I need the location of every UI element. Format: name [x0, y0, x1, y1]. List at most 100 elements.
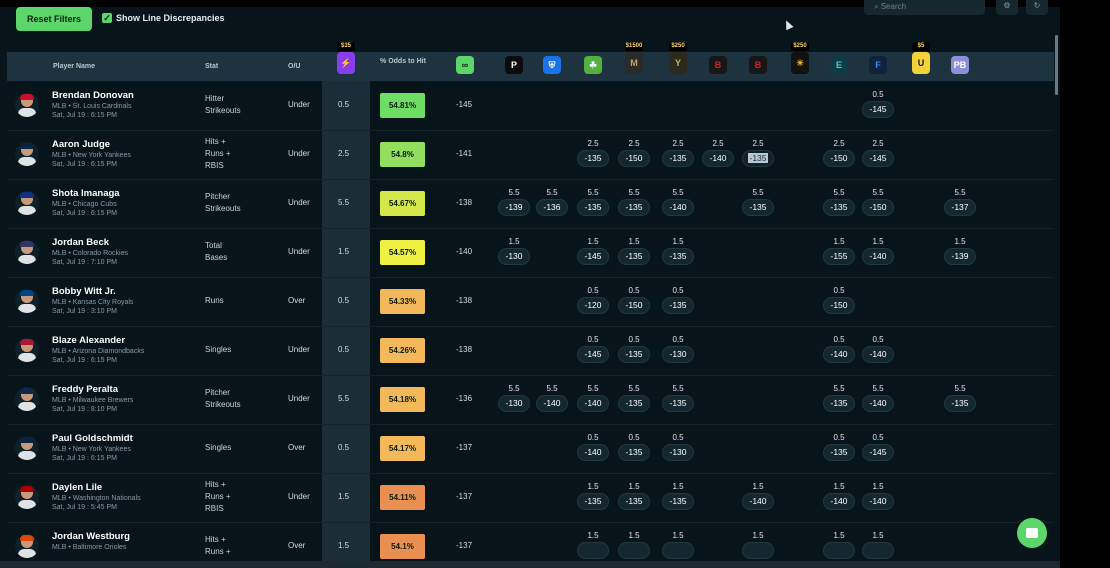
book-odds-cell[interactable]: 5.5 -150: [862, 187, 894, 216]
book-price[interactable]: -135: [618, 346, 650, 363]
caesars-icon[interactable]: Y: [669, 52, 687, 74]
book-odds-cell[interactable]: 2.5 -150: [823, 138, 855, 167]
book-price[interactable]: [662, 542, 694, 559]
book-odds-cell[interactable]: 2.5 -140: [702, 138, 734, 167]
player-name[interactable]: Brendan Donovan: [52, 90, 134, 101]
table-row[interactable]: Jordan Westburg MLB • Baltimore Orioles Hi…: [7, 522, 1054, 568]
book-price[interactable]: -140: [862, 493, 894, 510]
book-price[interactable]: -130: [662, 346, 694, 363]
book-odds-cell[interactable]: 1.5: [618, 530, 650, 559]
book-price[interactable]: -140: [577, 395, 609, 412]
book-price[interactable]: -135: [742, 150, 774, 167]
book-odds-cell[interactable]: 1.5 -145: [577, 236, 609, 265]
book-price[interactable]: -140: [742, 493, 774, 510]
fanduel-icon[interactable]: ⛨: [543, 56, 561, 74]
reset-filters-button[interactable]: Reset Filters: [16, 7, 92, 31]
refresh-icon[interactable]: ↻: [1026, 0, 1048, 15]
col-ou[interactable]: O/U: [288, 63, 301, 70]
book-odds-cell[interactable]: 1.5 -140: [862, 481, 894, 510]
book-odds-cell[interactable]: 2.5 -135: [662, 138, 694, 167]
book-price[interactable]: [742, 542, 774, 559]
book-odds-cell[interactable]: 1.5 -139: [944, 236, 976, 265]
player-name[interactable]: Jordan Westburg: [52, 531, 130, 542]
book-odds-cell[interactable]: 0.5 -130: [662, 432, 694, 461]
table-row[interactable]: Shota Imanaga MLB • Chicago Cubs Sat, Jul …: [7, 179, 1054, 229]
book-odds-cell[interactable]: 1.5 -140: [742, 481, 774, 510]
book-odds-cell[interactable]: 0.5 -140: [862, 334, 894, 363]
draftkings-icon[interactable]: ☘: [584, 56, 602, 74]
book-odds-cell[interactable]: 5.5 -140: [536, 383, 568, 412]
search-input[interactable]: ⌕ Search: [864, 0, 985, 15]
book-odds-cell[interactable]: 5.5 -135: [823, 187, 855, 216]
pinnacle-icon[interactable]: P: [505, 56, 523, 74]
book-price[interactable]: -135: [577, 493, 609, 510]
book-price[interactable]: -145: [577, 248, 609, 265]
book-odds-cell[interactable]: 5.5 -140: [862, 383, 894, 412]
player-name[interactable]: Jordan Beck: [52, 237, 110, 248]
book-price[interactable]: -139: [498, 199, 530, 216]
betrivers-icon[interactable]: B: [709, 56, 727, 74]
book-price[interactable]: -130: [662, 444, 694, 461]
player-name[interactable]: Aaron Judge: [52, 139, 111, 150]
book-odds-cell[interactable]: 5.5 -135: [823, 383, 855, 412]
book-odds-cell[interactable]: 5.5 -137: [944, 187, 976, 216]
book-odds-cell[interactable]: 2.5 -135: [742, 138, 774, 167]
book-odds-cell[interactable]: 5.5 -135: [618, 187, 650, 216]
book-price[interactable]: -140: [862, 346, 894, 363]
book-price[interactable]: -150: [618, 150, 650, 167]
book-odds-cell[interactable]: 5.5 -135: [618, 383, 650, 412]
book-price[interactable]: -135: [742, 199, 774, 216]
book-odds-cell[interactable]: 0.5 -135: [618, 432, 650, 461]
book-odds-cell[interactable]: 1.5 -135: [662, 481, 694, 510]
book-odds-cell[interactable]: 1.5 -155: [823, 236, 855, 265]
book-price[interactable]: -135: [662, 248, 694, 265]
player-name[interactable]: Freddy Peralta: [52, 384, 118, 395]
book-odds-cell[interactable]: 0.5 -145: [862, 89, 894, 118]
book-odds-cell[interactable]: 0.5 -130: [662, 334, 694, 363]
player-name[interactable]: Paul Goldschmidt: [52, 433, 133, 444]
book-price[interactable]: -135: [618, 248, 650, 265]
table-row[interactable]: Freddy Peralta MLB • Milwaukee Brewers Sat…: [7, 375, 1054, 425]
book-odds-cell[interactable]: 2.5 -145: [862, 138, 894, 167]
player-name[interactable]: Shota Imanaga: [52, 188, 120, 199]
book-price[interactable]: -135: [662, 493, 694, 510]
book-price[interactable]: -135: [662, 150, 694, 167]
book-odds-cell[interactable]: 1.5: [742, 530, 774, 559]
book-odds-cell[interactable]: 1.5 -135: [577, 481, 609, 510]
book-price[interactable]: -137: [944, 199, 976, 216]
book-odds-cell[interactable]: 1.5 -140: [823, 481, 855, 510]
book-price[interactable]: -145: [862, 101, 894, 118]
book-odds-cell[interactable]: 0.5 -150: [823, 285, 855, 314]
book-price[interactable]: -135: [662, 395, 694, 412]
player-name[interactable]: Blaze Alexander: [52, 335, 126, 346]
book-odds-cell[interactable]: 1.5 -135: [662, 236, 694, 265]
book-price[interactable]: -155: [823, 248, 855, 265]
book-odds-cell[interactable]: 0.5 -145: [862, 432, 894, 461]
underdog-icon[interactable]: U: [912, 52, 930, 74]
book-odds-cell[interactable]: 5.5 -135: [742, 187, 774, 216]
book-odds-cell[interactable]: 0.5 -140: [577, 432, 609, 461]
book-odds-cell[interactable]: 0.5 -140: [823, 334, 855, 363]
table-row[interactable]: Jordan Beck MLB • Colorado Rockies Sat, Ju…: [7, 228, 1054, 278]
fliff-icon[interactable]: F: [869, 56, 887, 74]
barstool-icon[interactable]: B: [749, 56, 767, 74]
table-row[interactable]: Brendan Donovan MLB • St. Louis Cardinals…: [7, 81, 1054, 131]
fanatics-icon[interactable]: ☀: [791, 52, 809, 74]
book-odds-cell[interactable]: 2.5 -150: [618, 138, 650, 167]
book-price[interactable]: -130: [498, 248, 530, 265]
book-odds-cell[interactable]: 0.5 -145: [577, 334, 609, 363]
book-odds-cell[interactable]: 0.5 -135: [662, 285, 694, 314]
book-price[interactable]: -135: [662, 297, 694, 314]
book-odds-cell[interactable]: 0.5 -120: [577, 285, 609, 314]
book-price[interactable]: -145: [862, 150, 894, 167]
book-price[interactable]: -150: [862, 199, 894, 216]
book-price[interactable]: -135: [823, 395, 855, 412]
book-odds-cell[interactable]: 5.5 -140: [577, 383, 609, 412]
book-odds-cell[interactable]: 1.5 -135: [618, 236, 650, 265]
book-odds-cell[interactable]: 5.5 -136: [536, 187, 568, 216]
book-price[interactable]: [618, 542, 650, 559]
book-price[interactable]: -150: [823, 150, 855, 167]
line-discrepancies-checkbox[interactable]: ✓: [102, 13, 112, 23]
player-name[interactable]: Daylen Lile: [52, 482, 103, 493]
book-odds-cell[interactable]: 0.5 -150: [618, 285, 650, 314]
